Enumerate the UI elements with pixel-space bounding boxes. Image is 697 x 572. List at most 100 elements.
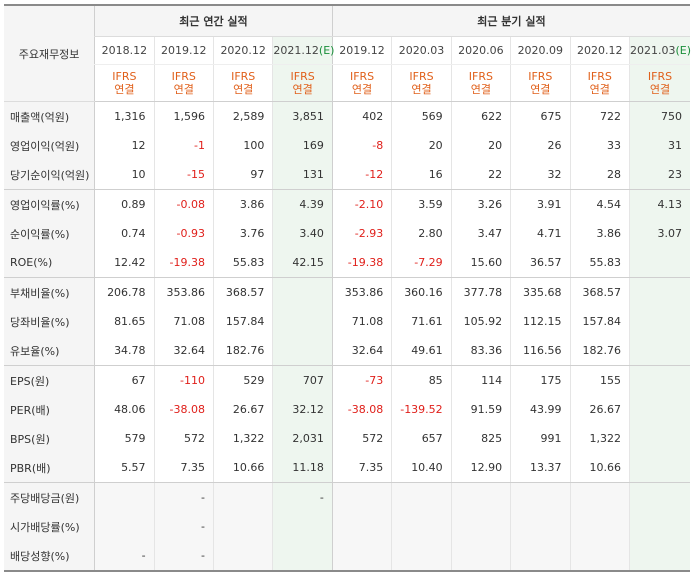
row-label: 당기순이익(억원) [4,160,95,190]
quarterly-period-header: 2019.12 [331,36,392,65]
table-cell: 3.86 [212,189,273,219]
table-cell: -7.29 [391,248,452,278]
table-cell: 22 [450,160,511,190]
row-label: 시가배당률(%) [4,512,95,541]
table-cell [272,336,333,366]
table-cell: 579 [94,424,155,453]
period-label: 2020.09 [517,44,564,57]
period-label: 2019.12 [161,44,207,57]
table-cell [450,512,511,541]
table-cell [510,541,571,572]
table-cell: 91.59 [450,395,511,424]
table-row: PER(배) 48.06 -38.08 26.67 32.12 -38.08 -139.52… [4,395,690,424]
table-row: 주당배당금(원) - - [4,482,690,512]
estimate-mark: (E) [318,44,335,57]
table-cell [272,307,333,336]
table-cell: 32 [510,160,571,190]
table-cell: -73 [331,365,392,395]
table-cell [628,424,690,453]
basis-standard: IFRS [587,70,612,83]
annual-period-header: 2021.12(E) [272,36,335,65]
basis-header: IFRS 연결 [272,64,333,102]
table-cell: -110 [153,365,214,395]
basis-header: IFRS 연결 [510,64,571,102]
table-cell [628,453,690,483]
row-label: 영업이익(억원) [4,131,95,160]
basis-scope: 연결 [589,83,610,96]
table-cell: 36.57 [510,248,571,278]
period-label: 2021.12 [273,44,319,57]
table-cell: 131 [272,160,333,190]
table-cell: 0.89 [94,189,155,219]
table-cell: -8 [331,131,392,160]
table-cell: -139.52 [391,395,452,424]
table-cell: 10.66 [569,453,630,483]
table-cell [628,307,690,336]
basis-scope: 연결 [530,83,551,96]
table-cell [628,277,690,307]
basis-scope: 연결 [292,83,313,96]
table-row: 당기순이익(억원) 10 -15 97 131 -12 16 22 32 28 23 [4,160,690,190]
basis-standard: IFRS [647,70,673,83]
table-cell: 33 [569,131,630,160]
table-row: 부채비율(%) 206.78 353.86 368.57 353.86 360.16 377… [4,277,690,307]
table-cell: 20 [391,131,452,160]
quarterly-group-header: 최근 분기 실적 [331,4,690,37]
table-cell: 572 [331,424,392,453]
table-cell: 675 [510,101,571,131]
table-row: PBR(배) 5.57 7.35 10.66 11.18 7.35 10.40 12.90 13… [4,453,690,483]
table-cell: 26.67 [212,395,273,424]
quarterly-period-header: 2020.12 [569,36,630,65]
basis-scope: 연결 [470,83,492,96]
basis-header: IFRS 연결 [450,64,511,102]
table-cell: 157.84 [212,307,273,336]
row-label: 배당성향(%) [4,541,95,572]
basis-header-row: IFRS 연결 IFRS 연결 IFRS 연결 IFRS 연결 IFRS 연결 IFRS 연결 IFRS… [4,64,690,102]
table-cell: 20 [450,131,511,160]
period-label: 2020.12 [220,44,266,57]
table-cell [628,336,690,366]
row-label: 매출액(억원) [4,101,95,131]
table-cell: - [94,541,155,572]
table-cell [628,482,690,512]
basis-header: IFRS 연결 [153,64,214,102]
table-cell: 2,589 [212,101,273,131]
table-cell: 2,031 [272,424,333,453]
table-cell [628,365,690,395]
table-cell [391,541,452,572]
table-cell [331,512,392,541]
table-cell: 2.80 [391,219,452,248]
table-cell: 67 [94,365,155,395]
table-cell: 175 [510,365,571,395]
estimate-mark: (E) [675,44,691,57]
basis-scope: 연결 [173,83,194,96]
table-cell: 360.16 [391,277,452,307]
table-row: 매출액(억원) 1,316 1,596 2,589 3,851 402 569 622 675 7… [4,101,690,131]
row-label: 순이익률(%) [4,219,95,248]
table-cell: 3.59 [391,189,452,219]
table-cell [331,482,392,512]
table-cell: 3.86 [569,219,630,248]
table-cell: 105.92 [450,307,511,336]
table-cell [212,541,273,572]
table-cell [212,482,273,512]
table-cell: 71.61 [391,307,452,336]
table-cell: 182.76 [212,336,273,366]
table-cell: 155 [569,365,630,395]
basis-scope: 연결 [411,83,432,96]
table-cell: 4.54 [569,189,630,219]
table-cell: 1,316 [94,101,155,131]
table-cell [272,277,333,307]
row-label-header: 주요재무정보 [4,4,95,102]
table-cell [510,512,571,541]
period-label: 2019.12 [339,44,385,57]
table-row: 순이익률(%) 0.74 -0.93 3.76 3.40 -2.93 2.80 3.47 4.7… [4,219,690,248]
basis-scope: 연결 [649,83,671,96]
table-cell: 71.08 [153,307,214,336]
table-cell: 572 [153,424,214,453]
table-cell: 4.13 [628,189,690,219]
table-cell [94,512,155,541]
table-cell: 5.57 [94,453,155,483]
table-cell: 3.26 [450,189,511,219]
basis-scope: 연결 [114,83,135,96]
